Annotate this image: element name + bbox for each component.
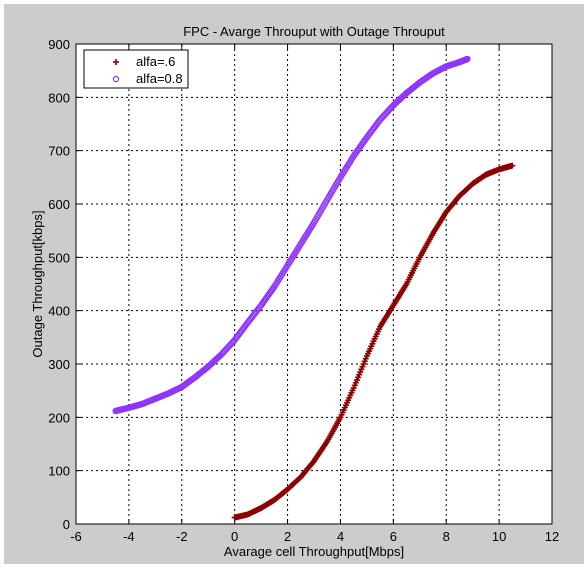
legend-label-alfa-08: alfa=0.8 [136,71,183,86]
x-tick-label: 0 [231,529,238,544]
x-tick-label: 6 [390,529,397,544]
x-tick-label: 12 [545,529,559,544]
x-axis-label: Avarage cell Throughput[Mbps] [224,544,404,559]
legend-label-alfa-06: alfa=.6 [136,54,175,69]
x-tick-label: -4 [123,529,135,544]
y-tick-label: 300 [48,357,70,372]
legend: alfa=.6 alfa=0.8 [84,50,188,88]
y-tick-label: 200 [48,410,70,425]
y-tick-label: 100 [48,464,70,479]
y-tick-label: 900 [48,37,70,52]
x-tick-label: 4 [337,529,344,544]
y-tick-label: 700 [48,144,70,159]
chart-title: FPC - Avarge Throuput with Outage Throup… [183,24,445,39]
y-tick-label: 800 [48,90,70,105]
plot-area [76,44,552,524]
y-axis-label: Outage Throughput[kbps] [30,210,45,357]
y-tick-label: 0 [63,517,70,532]
y-tick-label: 400 [48,304,70,319]
x-tick-label: 8 [443,529,450,544]
x-tick-label: 2 [284,529,291,544]
x-tick-label: -6 [70,529,82,544]
x-tick-label: -2 [176,529,188,544]
y-tick-label: 600 [48,197,70,212]
x-tick-label: 10 [492,529,506,544]
y-tick-label: 500 [48,250,70,265]
